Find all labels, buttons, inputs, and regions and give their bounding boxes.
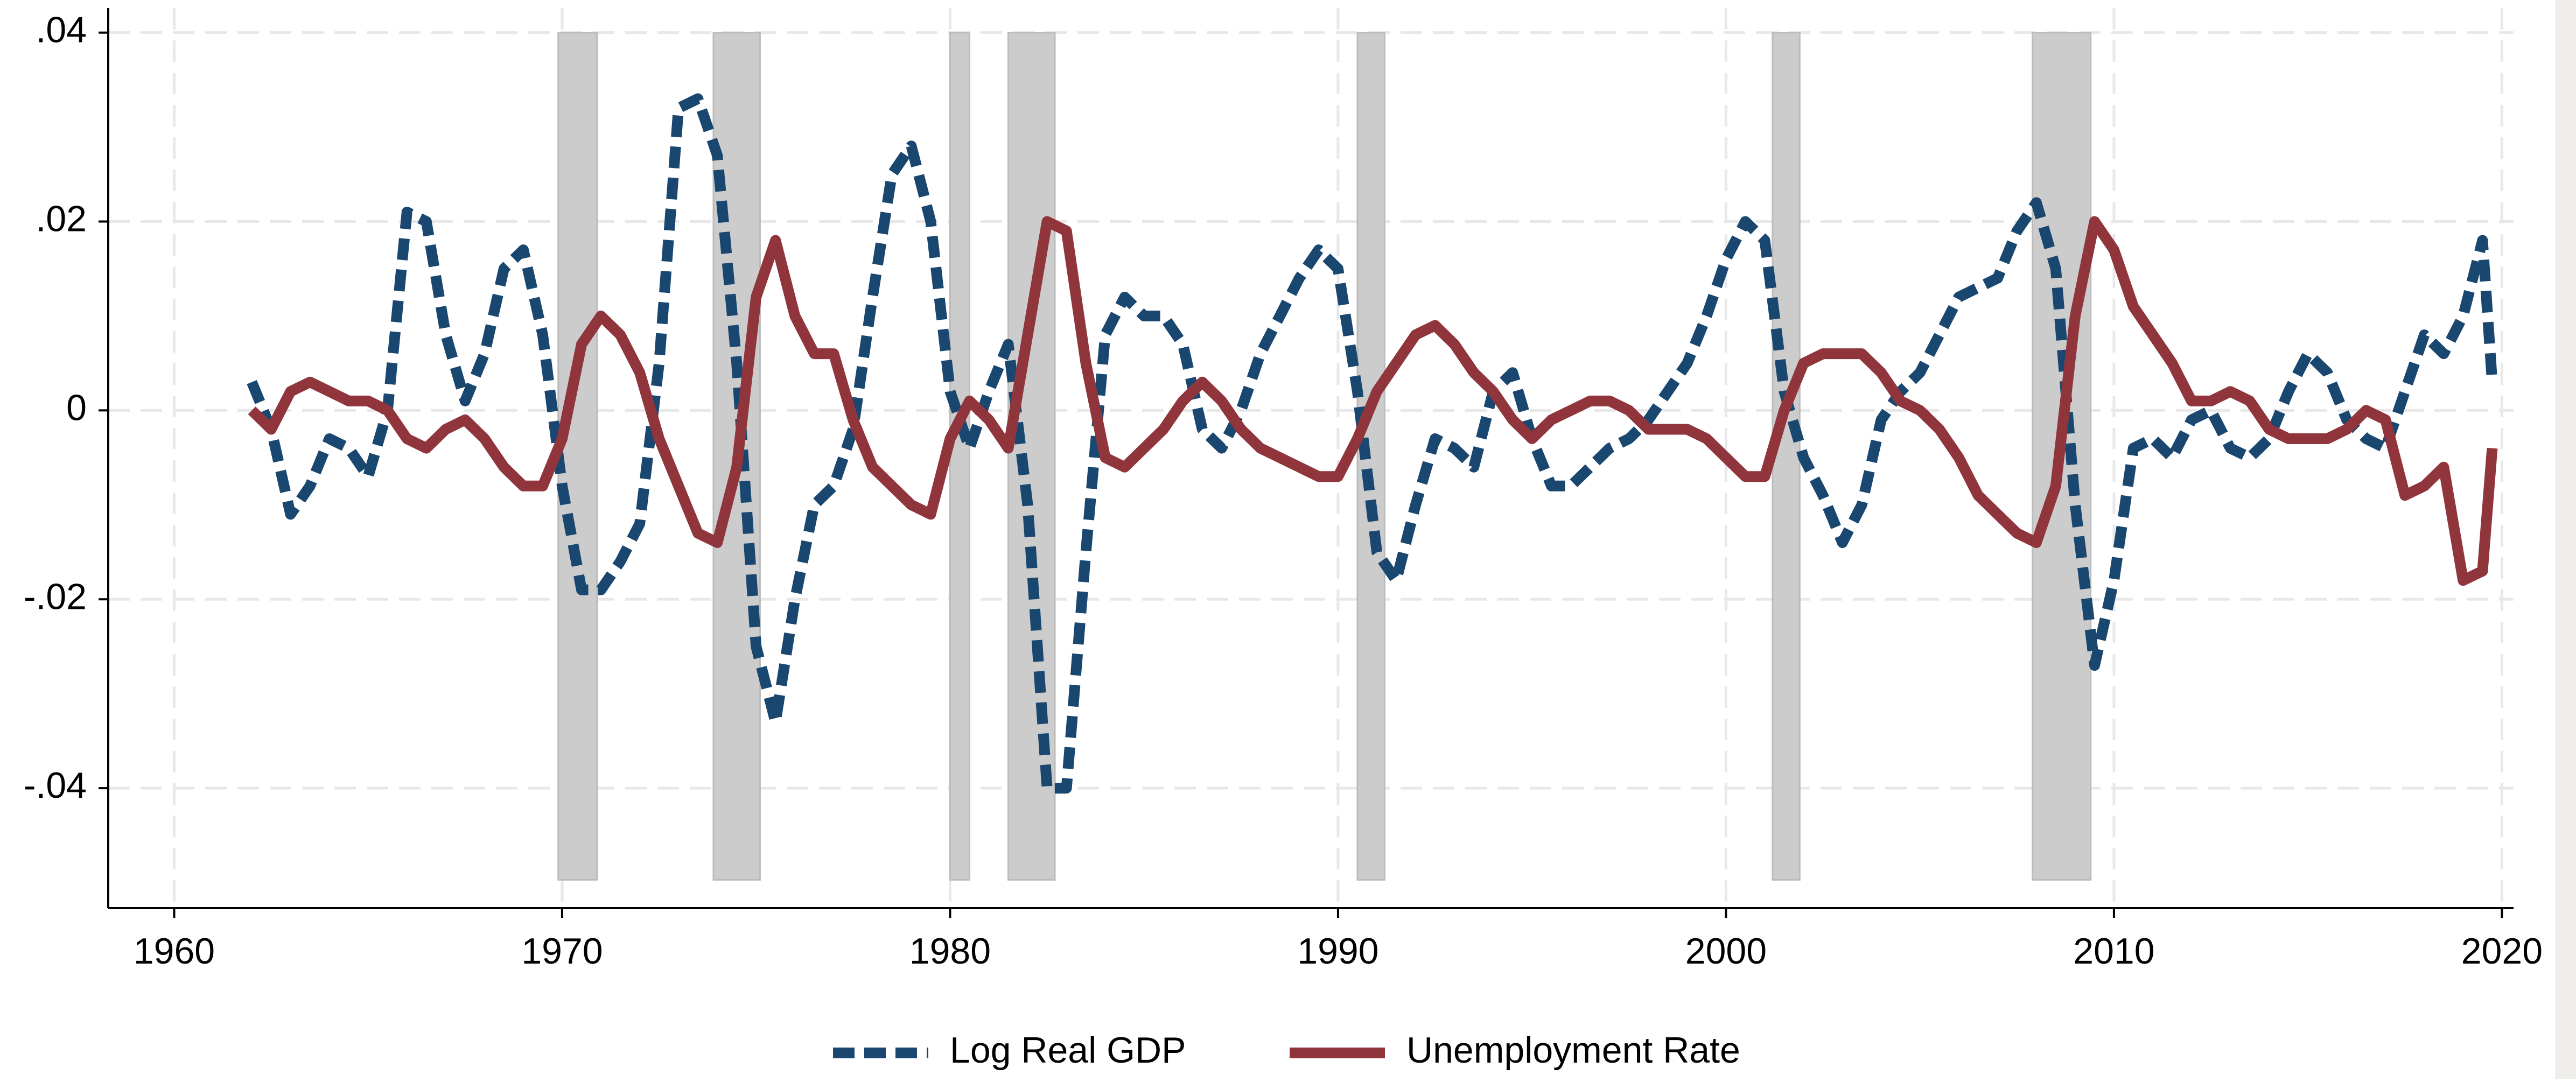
- x-tick-label: 2000: [1685, 931, 1767, 972]
- recession-band: [949, 32, 970, 881]
- x-tick-label: 2020: [2461, 931, 2543, 972]
- y-tick-label: .04: [36, 10, 87, 51]
- series-line: [248, 216, 2498, 586]
- x-tick-label: 1960: [134, 931, 215, 972]
- legend-label: Log Real GDP: [950, 1030, 1186, 1071]
- y-tick-label: .02: [36, 198, 87, 239]
- x-tick-label: 1980: [909, 931, 991, 972]
- x-tick-label: 1990: [1297, 931, 1378, 972]
- y-tick-label: 0: [66, 387, 87, 428]
- x-tick-label: 2010: [2073, 931, 2154, 972]
- series-line: [247, 93, 2498, 794]
- recession-band: [1772, 32, 1801, 881]
- y-tick-label: -.02: [24, 576, 87, 617]
- recession-band: [557, 32, 598, 881]
- legend-label: Unemployment Rate: [1406, 1030, 1740, 1071]
- x-tick-label: 1970: [521, 931, 603, 972]
- y-tick-label: -.04: [24, 765, 87, 806]
- side-strip: [2555, 0, 2576, 1079]
